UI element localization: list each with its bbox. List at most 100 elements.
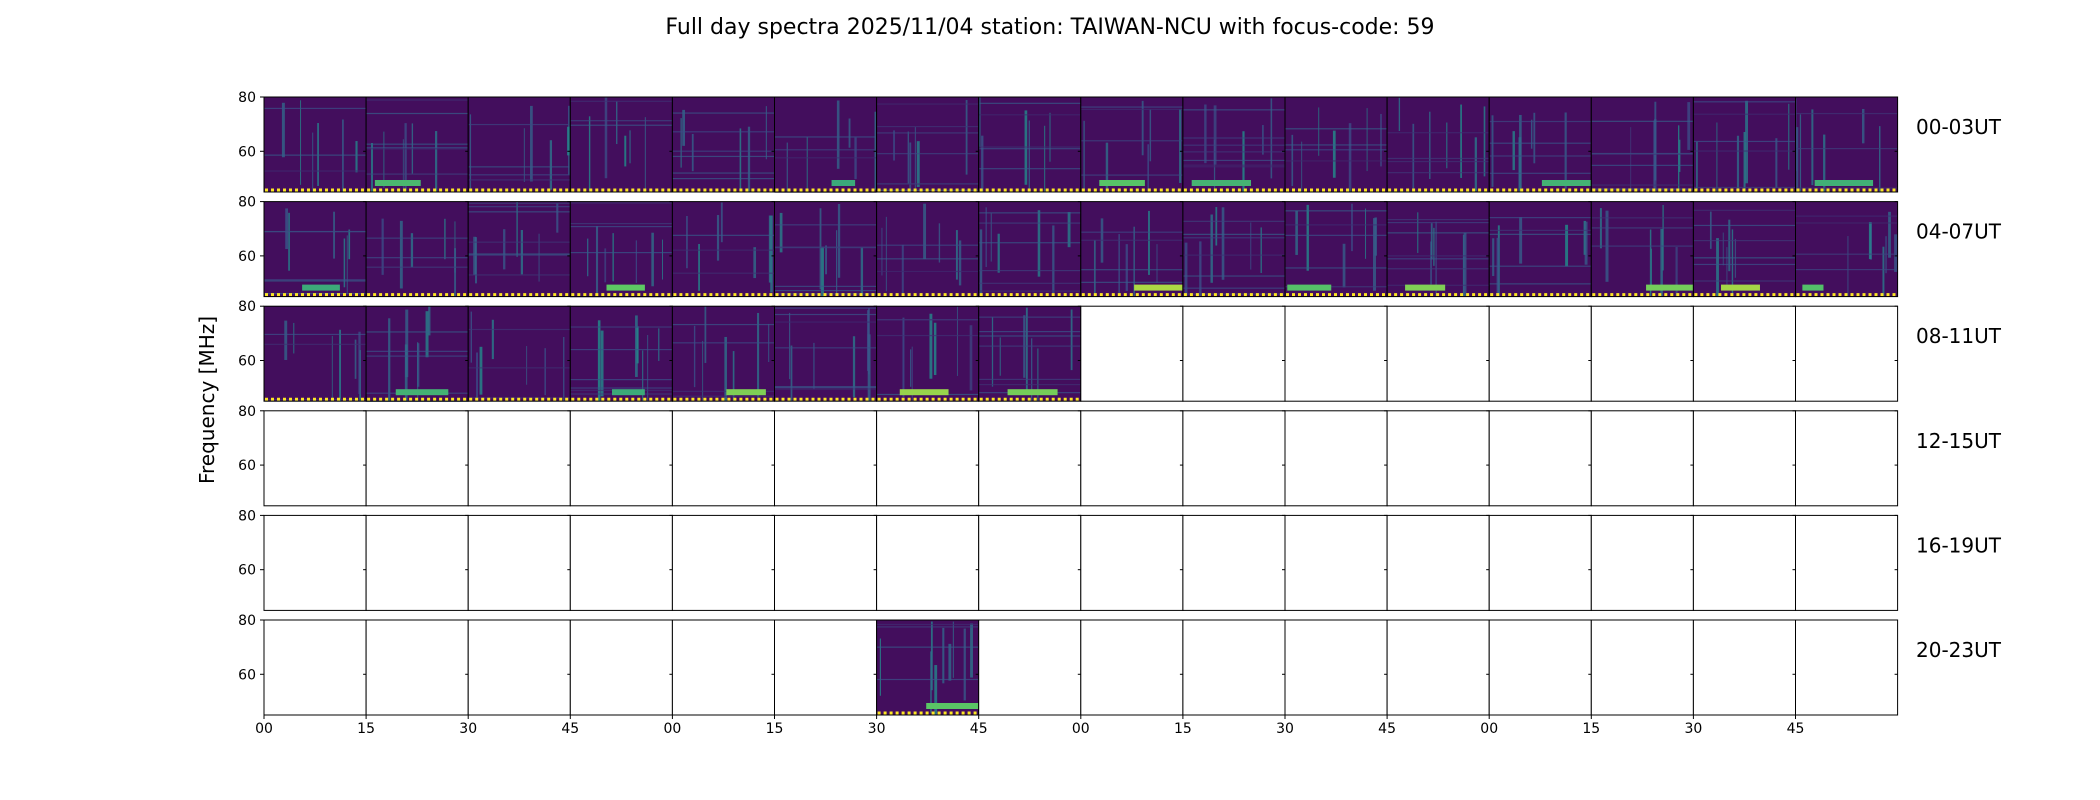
band-line xyxy=(1387,157,1490,160)
spectrum-panel xyxy=(1182,619,1286,716)
interference-streak xyxy=(1463,232,1467,297)
band-line xyxy=(774,246,877,248)
spectrum-panel xyxy=(978,201,1082,298)
band-line xyxy=(1182,164,1285,166)
interference-streak xyxy=(860,247,864,297)
band-line xyxy=(366,99,469,101)
interference-streak xyxy=(293,322,295,354)
spectrum-background xyxy=(1693,201,1796,297)
band-line xyxy=(1387,232,1490,234)
interference-streak xyxy=(1184,242,1188,297)
interference-streak xyxy=(836,230,838,294)
emission-burst xyxy=(831,180,856,186)
interference-streak xyxy=(893,130,895,161)
band-line xyxy=(876,125,979,128)
empty-panel xyxy=(1080,515,1183,611)
spectrum-panel xyxy=(1590,410,1694,507)
band-line xyxy=(1795,253,1898,255)
y-tick-label: 80 xyxy=(238,613,256,629)
band-line xyxy=(264,231,367,233)
interference-streak xyxy=(520,229,523,275)
interference-streak xyxy=(1649,229,1652,297)
band-line xyxy=(1285,149,1388,151)
spectrum-background xyxy=(468,306,571,402)
interference-streak xyxy=(425,311,429,358)
band-line xyxy=(366,355,469,357)
interference-streak xyxy=(1221,207,1225,280)
band-line xyxy=(366,237,469,239)
interference-streak xyxy=(1530,119,1533,149)
band-line xyxy=(978,345,1081,347)
spectrum-background xyxy=(264,201,367,297)
interference-streak xyxy=(1398,97,1401,131)
spectrum-background xyxy=(1591,97,1694,192)
emission-burst xyxy=(1814,180,1874,186)
spectrum-background xyxy=(876,97,979,192)
band-line xyxy=(1285,128,1388,130)
spectrum-panel xyxy=(876,410,980,507)
spectrum-panel xyxy=(365,410,469,507)
band-line xyxy=(468,202,571,204)
band-line xyxy=(774,157,877,159)
row-20-23UT: 80 60 20-23UT xyxy=(238,613,2002,716)
empty-panel xyxy=(1693,306,1796,402)
y-tick-label: 60 xyxy=(238,458,256,474)
band-line xyxy=(774,136,877,138)
spectrum-background xyxy=(978,306,1081,402)
spectrum-panel xyxy=(467,514,571,611)
interference-streak xyxy=(612,233,614,282)
spectrum-panel xyxy=(1795,305,1899,402)
y-tick-label: 80 xyxy=(238,299,256,315)
interference-streak xyxy=(1728,219,1731,272)
band-line xyxy=(1182,287,1285,289)
spectrum-panel xyxy=(467,201,571,298)
band-line xyxy=(264,170,367,172)
interference-streak xyxy=(616,101,618,145)
band-line xyxy=(1489,155,1592,157)
empty-panel xyxy=(1693,515,1796,611)
interference-streak xyxy=(753,247,757,279)
interference-streak xyxy=(410,233,414,268)
interference-streak xyxy=(516,201,518,257)
spectrum-panel xyxy=(876,514,980,611)
band-line xyxy=(468,174,571,176)
empty-panel xyxy=(1489,515,1592,611)
interference-streak xyxy=(404,123,407,192)
interference-streak xyxy=(1215,207,1218,246)
band-line xyxy=(1795,222,1898,224)
band-line xyxy=(1489,283,1592,285)
spectrum-background xyxy=(876,620,979,715)
interference-streak xyxy=(399,220,403,289)
interference-streak xyxy=(1430,241,1432,285)
band-line xyxy=(1489,172,1592,174)
row-12-15UT: 80 60 12-15UT xyxy=(238,404,2002,507)
band-line xyxy=(570,252,673,254)
row-label: 20-23UT xyxy=(1916,638,2002,662)
interference-streak xyxy=(702,340,704,402)
interference-streak xyxy=(1519,114,1522,189)
interference-streak xyxy=(952,621,954,678)
interference-streak xyxy=(383,131,385,188)
band-line xyxy=(264,343,367,345)
band-line xyxy=(876,153,979,155)
empty-panel xyxy=(1795,515,1898,611)
spectrum-panel xyxy=(1795,410,1899,507)
spectrum-background xyxy=(468,201,571,297)
interference-streak xyxy=(1722,232,1724,266)
spectrum-panel xyxy=(569,619,673,716)
interference-streak xyxy=(819,208,822,290)
interference-streak xyxy=(1025,307,1028,392)
spectrum-panel xyxy=(1692,410,1797,507)
band-line xyxy=(570,348,673,351)
interference-streak xyxy=(428,306,431,336)
spectrum-background xyxy=(264,306,367,402)
band-line xyxy=(978,269,1081,272)
interference-streak xyxy=(1213,105,1217,165)
x-tick-label: 30 xyxy=(1684,721,1702,737)
chart-title: Full day spectra 2025/11/04 station: TAI… xyxy=(665,15,1434,40)
row-16-19UT: 80 60 16-19UT xyxy=(238,508,2002,611)
interference-streak xyxy=(979,229,983,297)
spectrum-panel xyxy=(1692,514,1797,611)
interference-streak xyxy=(963,628,966,701)
interference-streak xyxy=(786,142,788,192)
